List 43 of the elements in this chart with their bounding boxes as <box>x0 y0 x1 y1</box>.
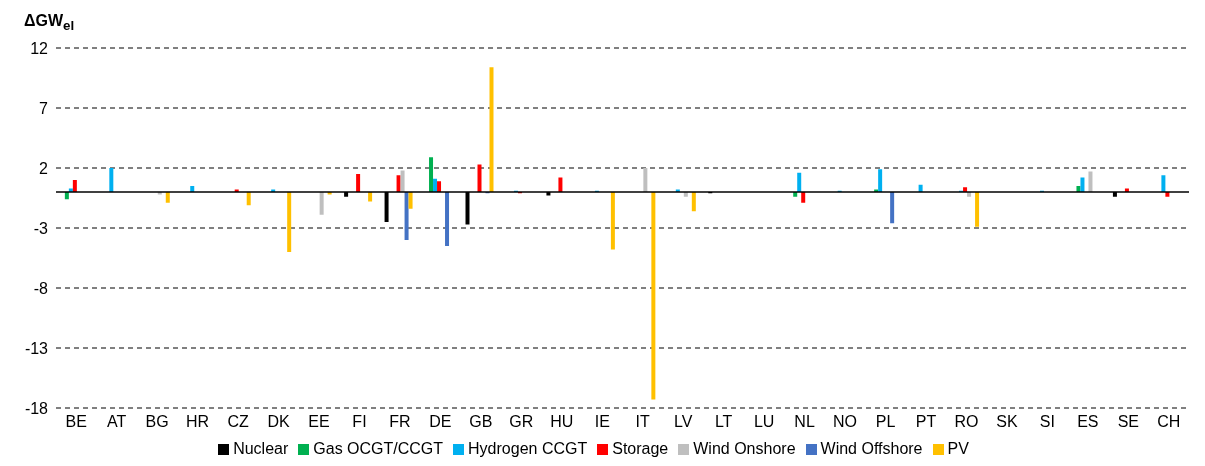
x-tick-label: BE <box>65 413 87 431</box>
x-tick-label: LU <box>753 413 775 431</box>
x-tick-label: HR <box>186 413 210 431</box>
y-tick-label: -3 <box>33 219 49 237</box>
x-tick-label: SI <box>1039 413 1055 431</box>
x-tick-label: AT <box>107 413 127 431</box>
y-axis-title: ΔGW$_{el}$ <box>24 12 75 34</box>
x-tick-label: DK <box>267 413 290 431</box>
x-tick-label: FI <box>352 413 367 431</box>
x-tick-label: ES <box>1077 413 1099 431</box>
x-tick-label: GB <box>469 413 493 431</box>
x-tick-label: LV <box>674 413 693 431</box>
x-tick-label: EE <box>308 413 330 431</box>
x-tick-label: GR <box>509 413 534 431</box>
x-tick-label: RO <box>954 413 979 431</box>
x-tick-label: IT <box>635 413 651 431</box>
x-tick-label: SK <box>996 413 1018 431</box>
y-tick-label: 2 <box>39 159 49 177</box>
x-tick-label: BG <box>145 413 169 431</box>
y-tick-label: 7 <box>39 99 49 117</box>
y-tick-label: -18 <box>24 399 49 417</box>
x-tick-label: NL <box>794 413 815 431</box>
legend-label: Gas OCGT/CCGT <box>313 440 444 457</box>
x-tick-label: DE <box>429 413 452 431</box>
legend-label: PV <box>947 440 969 457</box>
x-tick-label: IE <box>594 413 610 431</box>
x-tick-label: PL <box>875 413 896 431</box>
legend-label: Nuclear <box>233 440 289 457</box>
legend-label: Wind Onshore <box>693 440 796 457</box>
x-tick-label: PT <box>915 413 937 431</box>
y-tick-label: -8 <box>33 279 49 297</box>
x-tick-label: SE <box>1117 413 1139 431</box>
y-tick-label: -13 <box>24 339 49 357</box>
legend-label: Hydrogen CCGT <box>468 440 588 457</box>
legend-label: Wind Offshore <box>820 440 923 457</box>
legend-label: Storage <box>612 440 669 457</box>
x-tick-label: CZ <box>227 413 249 431</box>
x-tick-label: NO <box>833 413 858 431</box>
x-tick-label: CH <box>1157 413 1181 431</box>
y-tick-label: 12 <box>30 39 49 57</box>
x-tick-label: FR <box>389 413 411 431</box>
x-tick-label: HU <box>550 413 574 431</box>
x-tick-label: LT <box>714 413 733 431</box>
